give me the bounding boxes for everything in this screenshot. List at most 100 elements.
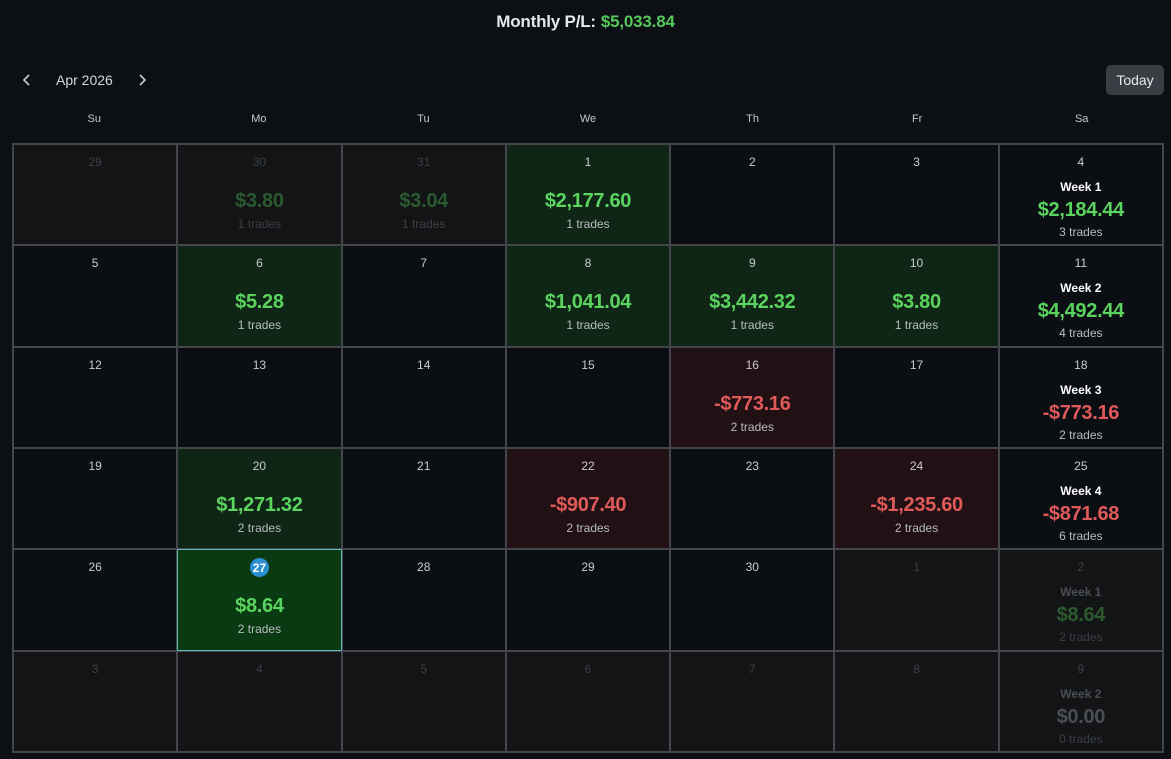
day-number: 1 <box>913 560 920 575</box>
trade-count: 2 trades <box>894 521 939 535</box>
pl-amount: $3,442.32 <box>709 291 796 314</box>
trade-count: 1 trades <box>566 318 610 333</box>
calendar-day-cell[interactable]: 2 <box>670 144 835 246</box>
calendar-grid: 29 30 $3.80 1 trades 31 $3.04 1 trades 1 $2,177.… <box>12 143 1164 753</box>
calendar-day-cell[interactable]: 30 <box>670 549 835 651</box>
day-number: 10 <box>909 256 924 271</box>
week-summary-cell[interactable]: 25 Week 4 -$871.68 6 trades <box>998 448 1163 550</box>
day-number: 4 <box>256 661 263 676</box>
trade-count: 2 trades <box>1059 630 1103 645</box>
day-number: 3 <box>913 155 920 169</box>
day-number: 1 <box>584 155 592 169</box>
calendar-day-cell[interactable]: 4 <box>177 650 342 752</box>
trade-count: 0 trades <box>1059 731 1103 746</box>
day-number: 19 <box>88 459 102 473</box>
pl-amount: -$773.16 <box>714 392 791 415</box>
calendar-day-cell[interactable]: 9 $3,442.32 1 trades <box>670 245 835 347</box>
calendar-day-cell[interactable]: 22 -$907.40 2 trades <box>505 448 671 550</box>
calendar-day-cell[interactable]: 28 <box>341 549 506 651</box>
calendar-day-cell[interactable]: 10 $3.80 1 trades <box>834 245 999 347</box>
calendar-day-cell[interactable]: 1 <box>834 549 999 651</box>
day-number: 25 <box>1074 459 1088 473</box>
day-number: 28 <box>417 560 431 575</box>
monthly-pl-header: Monthly P/L: $5,033.84 <box>0 0 1171 44</box>
calendar-day-cell[interactable]: 15 <box>505 346 671 448</box>
calendar-day-cell[interactable]: 12 <box>13 346 178 448</box>
week-summary-cell[interactable]: 2 Week 1 $8.64 2 trades <box>998 549 1163 651</box>
calendar-day-cell[interactable]: 17 <box>834 346 999 448</box>
day-number: 6 <box>584 661 592 676</box>
day-number: 30 <box>252 155 267 169</box>
weekday-label: Mo <box>251 113 267 125</box>
calendar-day-cell[interactable]: 21 <box>341 448 506 550</box>
trade-count: 2 trades <box>1059 427 1103 442</box>
monthly-pl-label: Monthly P/L: <box>496 12 596 31</box>
calendar-day-cell[interactable]: 30 $3.80 1 trades <box>177 144 342 246</box>
calendar-day-cell[interactable]: 29 <box>13 144 178 246</box>
today-day-badge: 27 <box>249 558 269 578</box>
calendar-day-cell[interactable]: 1 $2,177.60 1 trades <box>505 144 671 246</box>
day-number: 31 <box>417 155 431 169</box>
calendar-day-cell[interactable]: 5 <box>13 245 178 347</box>
today-button[interactable]: Today <box>1106 65 1164 95</box>
day-number: 13 <box>252 357 267 372</box>
calendar-day-cell[interactable]: 6 <box>505 650 671 752</box>
week-summary-cell[interactable]: 11 Week 2 $4,492.44 4 trades <box>998 245 1163 347</box>
calendar-day-cell[interactable]: 23 <box>670 448 835 550</box>
calendar-day-cell[interactable]: 8 <box>834 650 999 752</box>
pl-amount: $4,492.44 <box>1037 300 1125 323</box>
calendar-day-cell[interactable]: 26 <box>13 549 178 651</box>
monthly-pl-value: $5,033.84 <box>600 12 675 31</box>
trade-count: 2 trades <box>237 622 282 637</box>
calendar-day-cell[interactable]: 3 <box>13 650 178 752</box>
weekday-label: Fr <box>911 113 923 125</box>
calendar-day-cell[interactable]: 6 $5.28 1 trades <box>177 245 342 347</box>
calendar-day-cell[interactable]: 7 <box>341 245 506 347</box>
weekday-header: Su Mo Tu We Th Fr Sa <box>12 113 1164 133</box>
week-summary-cell[interactable]: 18 Week 3 -$773.16 2 trades <box>998 346 1163 448</box>
weekday-label: Th <box>746 113 759 125</box>
calendar-day-cell[interactable]: 13 <box>177 346 342 448</box>
calendar-day-cell[interactable]: 31 $3.04 1 trades <box>341 144 506 246</box>
trade-count: 3 trades <box>1059 225 1103 239</box>
calendar-day-cell[interactable]: 5 <box>341 650 506 752</box>
calendar-day-cell[interactable]: 20 $1,271.32 2 trades <box>177 448 342 550</box>
calendar-day-cell[interactable]: 3 <box>834 144 999 246</box>
trade-count: 2 trades <box>566 521 610 535</box>
pl-amount: -$773.16 <box>1042 401 1120 424</box>
next-month-button[interactable] <box>130 68 154 92</box>
day-number: 2 <box>1077 560 1085 575</box>
weekday-label: We <box>579 113 597 125</box>
week-summary-cell[interactable]: 9 Week 2 $0.00 0 trades <box>998 650 1163 752</box>
day-number: 6 <box>256 256 263 271</box>
day-number: 29 <box>581 560 595 575</box>
pl-amount: -$1,235.60 <box>870 494 963 516</box>
pl-amount: $8.64 <box>235 595 284 618</box>
trade-count: 6 trades <box>1059 529 1103 543</box>
pl-amount: $8.64 <box>1056 604 1106 627</box>
trade-count: 1 trades <box>237 217 282 231</box>
day-number: 16 <box>745 357 759 372</box>
day-number: 2 <box>748 155 756 169</box>
week-label: Week 2 <box>1060 281 1102 296</box>
calendar-day-cell[interactable]: 19 <box>13 448 178 550</box>
day-number: 11 <box>1074 256 1088 271</box>
day-number: 8 <box>913 661 920 676</box>
weekday-label: Sa <box>1074 113 1089 125</box>
calendar-day-cell[interactable]: 16 -$773.16 2 trades <box>670 346 835 448</box>
calendar-day-cell[interactable]: 14 <box>341 346 506 448</box>
calendar-day-cell[interactable]: 7 <box>670 650 835 752</box>
day-number: 30 <box>745 560 759 575</box>
month-navigation: Apr 2026 <box>0 62 1171 98</box>
calendar-day-cell[interactable]: 27 $8.64 2 trades <box>177 549 342 651</box>
pl-amount: $2,184.44 <box>1037 199 1125 221</box>
prev-month-button[interactable] <box>15 68 39 92</box>
trade-count: 4 trades <box>1059 326 1103 341</box>
calendar-day-cell[interactable]: 8 $1,041.04 1 trades <box>505 245 671 347</box>
trade-count: 1 trades <box>402 217 446 231</box>
week-summary-cell[interactable]: 4 Week 1 $2,184.44 3 trades <box>998 144 1163 246</box>
day-number: 7 <box>748 661 756 676</box>
calendar-day-cell[interactable]: 29 <box>505 549 671 651</box>
pl-amount: $0.00 <box>1056 705 1106 728</box>
calendar-day-cell[interactable]: 24 -$1,235.60 2 trades <box>834 448 999 550</box>
